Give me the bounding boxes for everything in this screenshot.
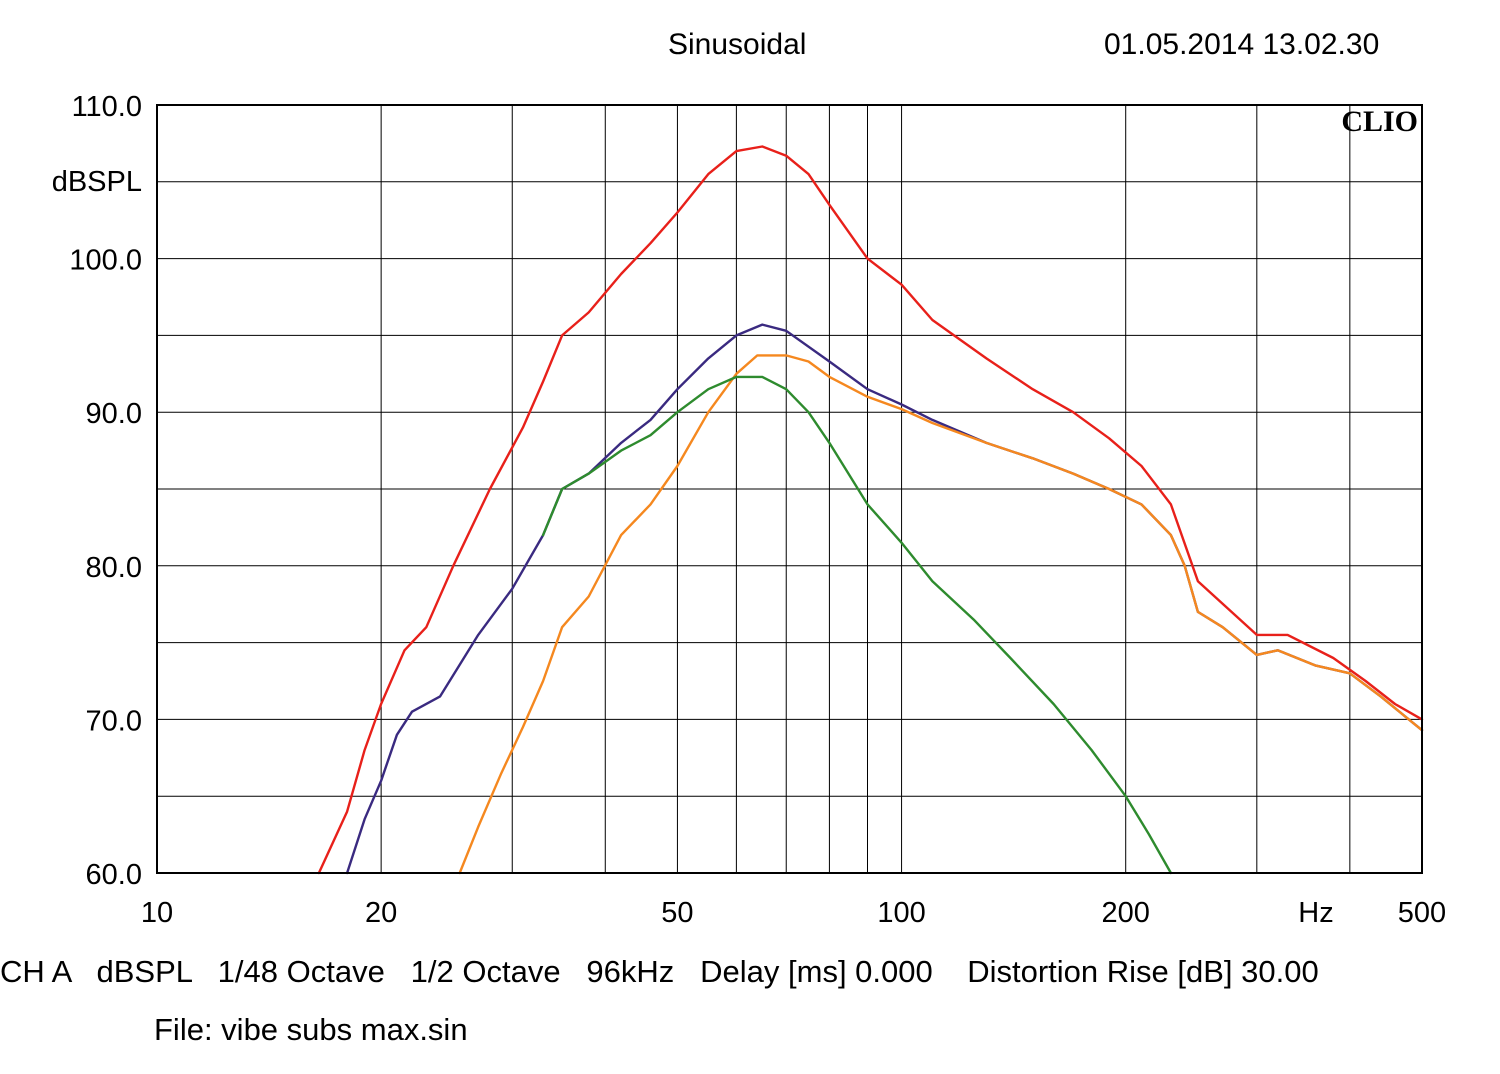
x-tick-label: 20 — [365, 897, 397, 929]
x-axis-label: Hz — [1298, 897, 1333, 929]
series-line-4 — [541, 375, 1173, 875]
series-line-3 — [458, 354, 1424, 875]
y-tick-label: 110.0 — [72, 91, 142, 123]
file-name: File: vibe subs max.sin — [154, 1012, 468, 1047]
x-tick-label: 100 — [877, 897, 925, 929]
y-tick-label: 100.0 — [69, 245, 142, 277]
x-tick-label: 500 — [1398, 897, 1446, 929]
clio-logo: CLIO — [1341, 105, 1418, 138]
chart-title: Sinusoidal — [668, 28, 807, 61]
series-line-1 — [317, 145, 1424, 875]
axis-labels: dBSPL Hz CLIO — [52, 105, 1418, 929]
x-tick-label: 200 — [1102, 897, 1150, 929]
tick-labels: 10 20 50 100 200 500 60.0 70.0 80.0 90.0 100.0 110.… — [69, 91, 1446, 929]
plot-border — [156, 104, 1423, 874]
y-tick-label: 70.0 — [86, 705, 142, 737]
y-axis-label: dBSPL — [52, 166, 142, 198]
x-tick-label: 10 — [141, 897, 173, 929]
y-tick-label: 80.0 — [86, 552, 142, 584]
series-layer — [317, 145, 1424, 875]
y-tick-label: 60.0 — [86, 859, 142, 891]
timestamp: 01.05.2014 13.02.30 — [1104, 28, 1380, 61]
y-tick-label: 90.0 — [86, 398, 142, 430]
grid — [157, 105, 1422, 873]
plot-frame — [156, 104, 1423, 874]
x-tick-label: 50 — [661, 897, 693, 929]
measurement-settings: CH A dBSPL 1/48 Octave 1/2 Octave 96kHz … — [0, 954, 1319, 989]
series-line-2 — [345, 323, 1424, 875]
